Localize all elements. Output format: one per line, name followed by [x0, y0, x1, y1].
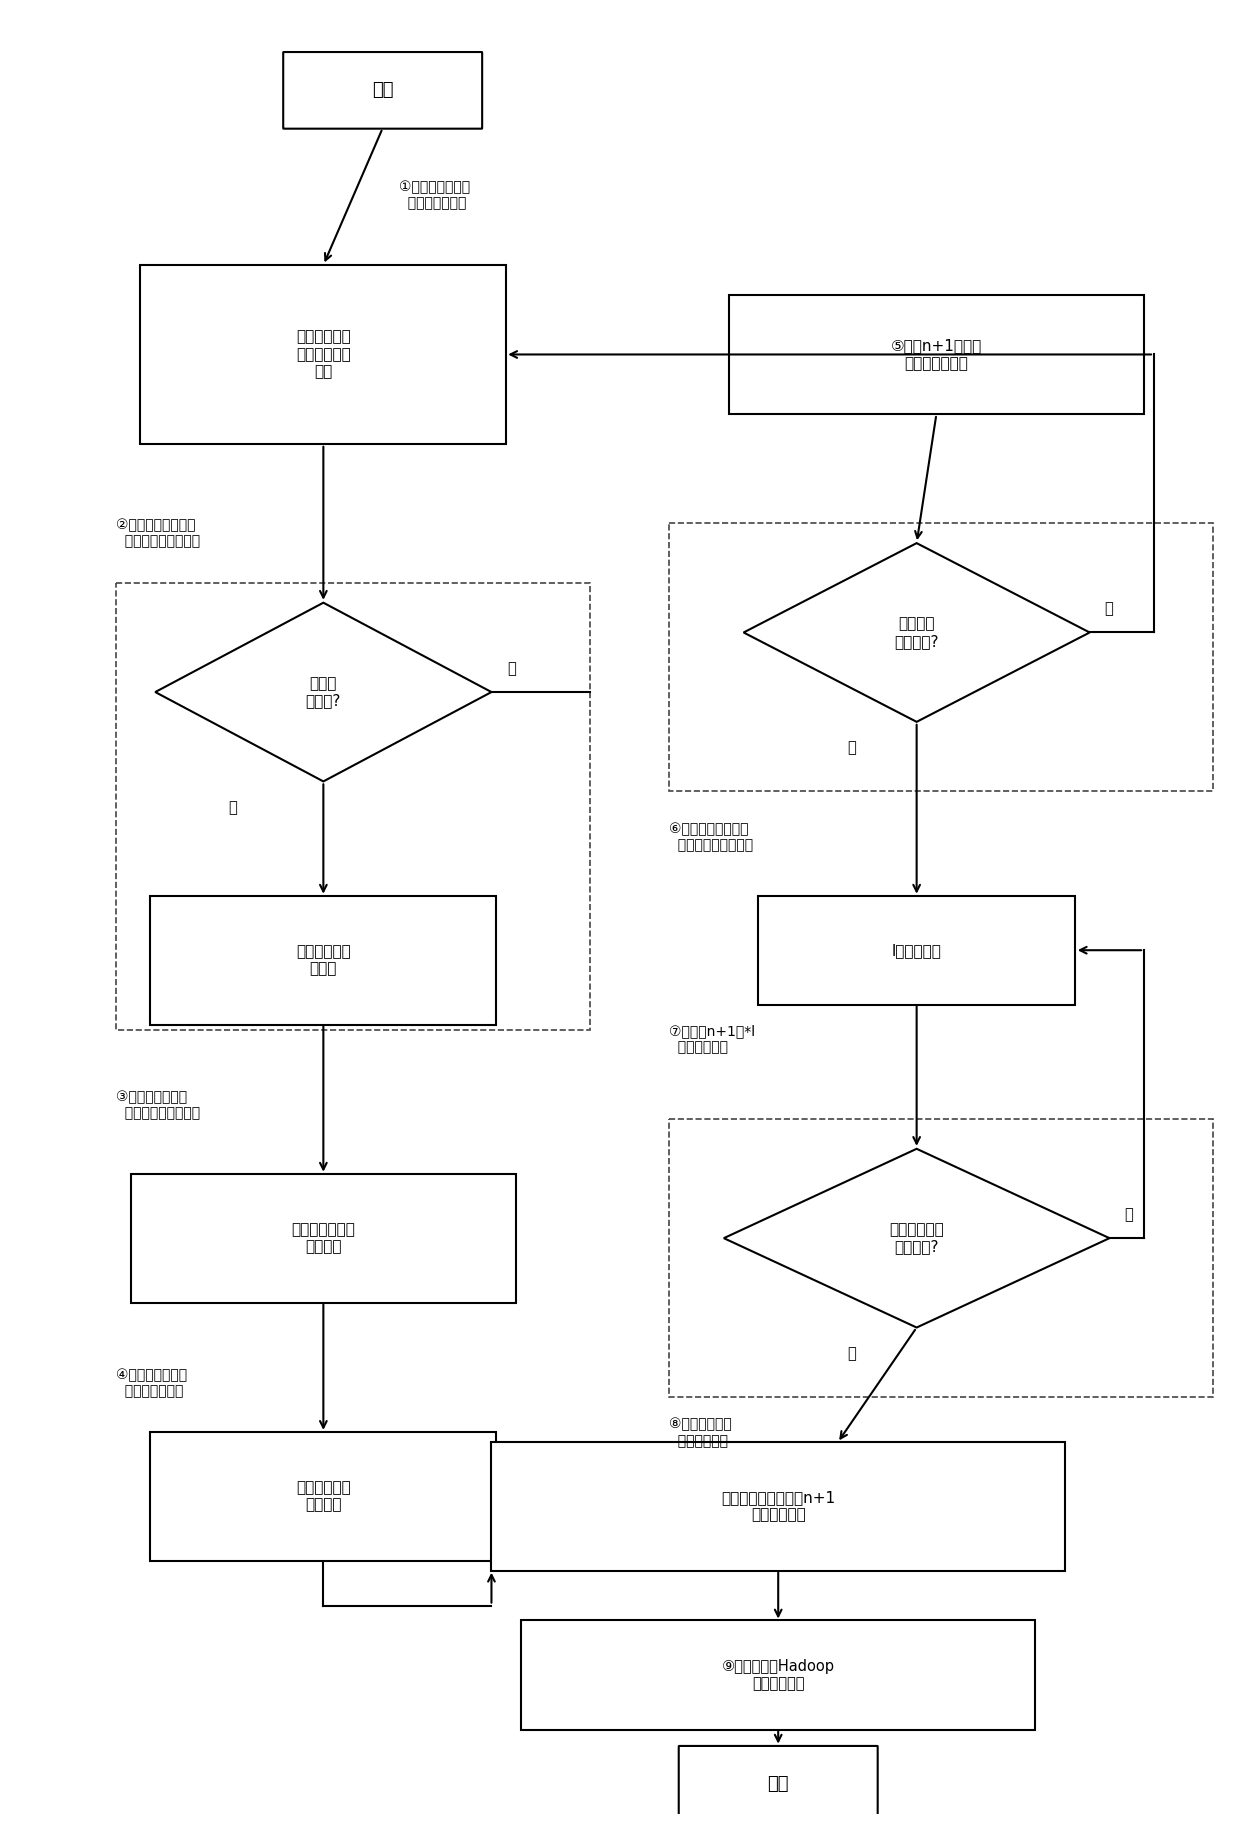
Bar — [670, 523, 1213, 792]
Text: 开始: 开始 — [372, 82, 393, 100]
Text: ⑥基于代价复杂性剪
  枝算法去除噪声数据: ⑥基于代价复杂性剪 枝算法去除噪声数据 — [670, 821, 754, 852]
Bar — [115, 583, 590, 1029]
Polygon shape — [155, 603, 491, 781]
Text: 确定连续特征
分割点: 确定连续特征 分割点 — [296, 943, 351, 976]
Text: 计算各特征的信
息增益率: 计算各特征的信 息增益率 — [291, 1222, 356, 1255]
Text: 确定系统的分
值类型与特征
属性: 确定系统的分 值类型与特征 属性 — [296, 330, 351, 379]
Text: 是: 是 — [847, 1346, 856, 1360]
Bar — [759, 896, 1075, 1005]
FancyBboxPatch shape — [678, 1746, 878, 1821]
Bar — [729, 295, 1145, 413]
Text: ⑧生成决策树群
  异常诊断模型: ⑧生成决策树群 异常诊断模型 — [670, 1419, 732, 1448]
Bar — [521, 1621, 1035, 1730]
Text: ⑦牛成（n+1）*l
  棵次级决策树: ⑦牛成（n+1）*l 棵次级决策树 — [670, 1025, 755, 1054]
Bar — [150, 896, 496, 1025]
Text: l次剪枝处理: l次剪枝处理 — [892, 943, 941, 958]
Bar — [140, 266, 506, 444]
Polygon shape — [744, 543, 1090, 721]
Bar — [491, 1442, 1065, 1572]
Bar — [670, 1120, 1213, 1397]
Text: 结束: 结束 — [768, 1775, 789, 1794]
Text: 是否满足
停止条件?: 是否满足 停止条件? — [894, 615, 939, 648]
Polygon shape — [724, 1149, 1110, 1328]
Text: 选取特征作为
分支节点: 选取特征作为 分支节点 — [296, 1480, 351, 1513]
Text: ①完成决策树群相
  关数据初始定义: ①完成决策树群相 关数据初始定义 — [398, 180, 470, 211]
Text: ②对每棵决策树特征
  属性进行离散化处理: ②对每棵决策树特征 属性进行离散化处理 — [115, 519, 200, 548]
Bar — [150, 1431, 496, 1561]
Text: ⑤生成n+1棵初级
完全生长决策树: ⑤生成n+1棵初级 完全生长决策树 — [890, 339, 982, 371]
Text: 以测试样本分组选定n+1
棵最优决策树: 以测试样本分组选定n+1 棵最优决策树 — [722, 1490, 836, 1522]
Text: 是: 是 — [847, 739, 856, 756]
Text: 是: 是 — [228, 799, 237, 814]
Text: 模型评估是否
满足需求?: 模型评估是否 满足需求? — [889, 1222, 944, 1255]
Text: 特征是
否连续?: 特征是 否连续? — [306, 676, 341, 708]
Bar — [130, 1173, 516, 1302]
Text: ⑨将模型交由Hadoop
数据处理集群: ⑨将模型交由Hadoop 数据处理集群 — [722, 1659, 835, 1692]
Text: 否: 否 — [507, 661, 516, 676]
Text: 否: 否 — [1105, 601, 1114, 615]
Text: ④比较获取信息增
  益率最高的特征: ④比较获取信息增 益率最高的特征 — [115, 1368, 187, 1399]
Text: ③以熵度量作为启
  发信息进行数据处理: ③以熵度量作为启 发信息进行数据处理 — [115, 1091, 200, 1120]
Text: 否: 否 — [1125, 1207, 1133, 1222]
FancyBboxPatch shape — [283, 53, 482, 129]
